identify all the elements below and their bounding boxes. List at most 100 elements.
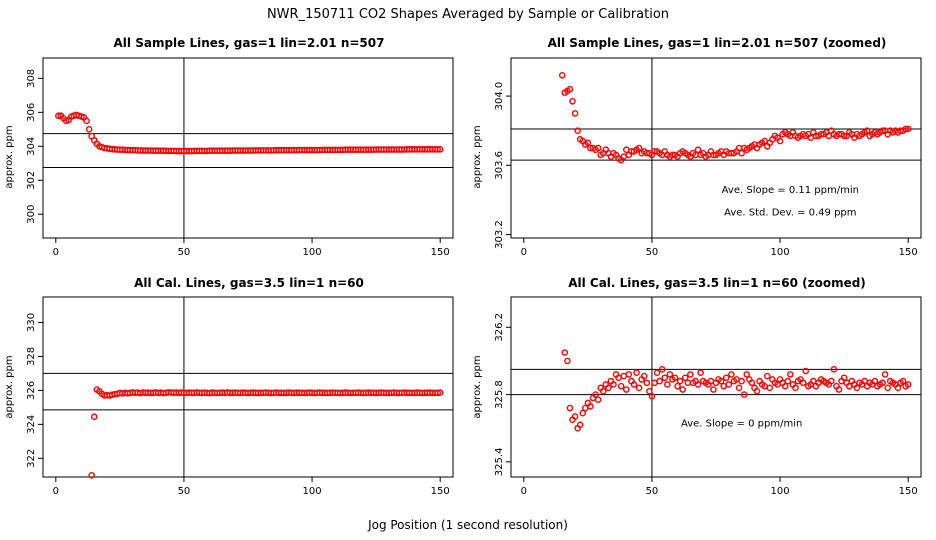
y-tick-label: 328 xyxy=(26,347,37,366)
data-point xyxy=(88,472,95,479)
data-point xyxy=(566,85,574,93)
plot-frame xyxy=(510,296,922,478)
data-point xyxy=(863,127,871,134)
y-tick-label: 326 xyxy=(26,381,37,400)
data-point xyxy=(687,371,694,378)
data-point xyxy=(574,127,581,134)
x-tick-label: 0 xyxy=(53,247,59,258)
data-point xyxy=(674,382,681,390)
data-point xyxy=(587,403,594,410)
data-point xyxy=(781,382,789,390)
x-tick-label: 50 xyxy=(646,247,659,258)
data-point xyxy=(787,371,794,378)
panel-title: All Cal. Lines, gas=3.5 lin=1 n=60 (zoom… xyxy=(568,276,866,290)
data-point xyxy=(879,127,886,134)
data-point xyxy=(879,379,886,387)
data-point xyxy=(646,387,653,395)
data-point xyxy=(904,125,912,133)
data-point xyxy=(763,372,771,380)
data-point xyxy=(743,371,751,378)
y-tick-label: 325.4 xyxy=(494,448,505,477)
y-tick-label: 308 xyxy=(26,69,37,88)
data-point xyxy=(766,384,774,392)
y-tick-label: 322 xyxy=(26,449,37,468)
annotation-text: Ave. Slope = 0.11 ppm/min xyxy=(722,185,859,196)
x-tick-label: 0 xyxy=(521,486,527,497)
data-point xyxy=(681,374,689,382)
data-point xyxy=(722,374,730,382)
data-point xyxy=(799,379,807,387)
x-tick-label: 50 xyxy=(646,486,659,497)
data-point xyxy=(599,387,607,395)
y-axis-label: approx. ppm xyxy=(4,125,15,188)
data-point xyxy=(584,139,592,147)
y-tick-label: 302 xyxy=(26,171,37,190)
data-point xyxy=(740,391,748,398)
data-point xyxy=(434,146,441,153)
data-point xyxy=(55,112,62,120)
data-point xyxy=(904,381,912,388)
data-point xyxy=(835,386,843,393)
annotation-text: Ave. Std. Dev. = 0.49 ppm xyxy=(724,208,856,219)
data-point xyxy=(871,377,879,385)
data-point xyxy=(566,404,574,412)
data-point xyxy=(679,386,686,393)
data-point xyxy=(776,137,784,145)
data-point xyxy=(571,413,579,420)
data-point xyxy=(635,144,643,152)
data-point xyxy=(697,369,704,377)
x-tick-label: 150 xyxy=(899,486,918,497)
data-point xyxy=(748,379,756,387)
data-point xyxy=(648,392,656,400)
data-point xyxy=(738,149,745,157)
panel-title: All Cal. Lines, gas=3.5 lin=1 n=60 xyxy=(134,276,364,290)
panel-cal-lines-zoomed: All Cal. Lines, gas=3.5 lin=1 n=60 (zoom… xyxy=(472,276,922,497)
data-point xyxy=(558,72,566,79)
data-point xyxy=(664,381,671,388)
data-point xyxy=(569,97,576,105)
y-tick-label: 304 xyxy=(26,137,37,156)
x-tick-label: 0 xyxy=(53,486,59,497)
data-point xyxy=(620,372,628,380)
y-axis-label: approx. ppm xyxy=(4,355,15,418)
data-point xyxy=(728,371,735,378)
y-tick-label: 325.8 xyxy=(494,380,505,409)
x-tick-label: 100 xyxy=(303,247,322,258)
x-tick-label: 50 xyxy=(178,247,191,258)
data-point xyxy=(853,384,861,392)
y-tick-label: 326.2 xyxy=(494,313,505,342)
data-point xyxy=(784,377,792,385)
x-tick-label: 150 xyxy=(899,247,918,258)
data-point xyxy=(623,146,630,154)
data-point xyxy=(85,126,93,133)
data-point xyxy=(792,384,799,392)
data-point xyxy=(564,357,571,365)
data-point xyxy=(436,389,444,396)
data-point xyxy=(635,384,643,392)
data-point xyxy=(436,146,444,153)
data-point xyxy=(725,381,733,388)
data-point xyxy=(671,374,679,382)
data-point xyxy=(651,379,658,387)
panel-title: All Sample Lines, gas=1 lin=2.01 n=507 (… xyxy=(548,36,887,50)
plot-frame xyxy=(42,57,454,239)
data-point xyxy=(830,366,838,373)
data-point xyxy=(894,384,902,392)
panel-sample-lines-zoomed: All Sample Lines, gas=1 lin=2.01 n=507 (… xyxy=(472,36,922,258)
data-point xyxy=(753,387,761,395)
y-axis-label: approx. ppm xyxy=(472,125,483,188)
data-point xyxy=(735,384,743,392)
data-point xyxy=(90,413,98,421)
data-point xyxy=(579,409,587,417)
data-point xyxy=(884,384,891,392)
data-point xyxy=(828,377,835,385)
data-point xyxy=(594,144,602,152)
x-tick-label: 150 xyxy=(431,486,450,497)
y-tick-label: 324 xyxy=(26,415,37,434)
data-point xyxy=(582,404,589,412)
data-point xyxy=(840,374,848,382)
y-tick-label: 304.0 xyxy=(494,82,505,111)
x-tick-label: 150 xyxy=(431,247,450,258)
data-point xyxy=(592,391,599,398)
x-tick-label: 50 xyxy=(178,486,191,497)
